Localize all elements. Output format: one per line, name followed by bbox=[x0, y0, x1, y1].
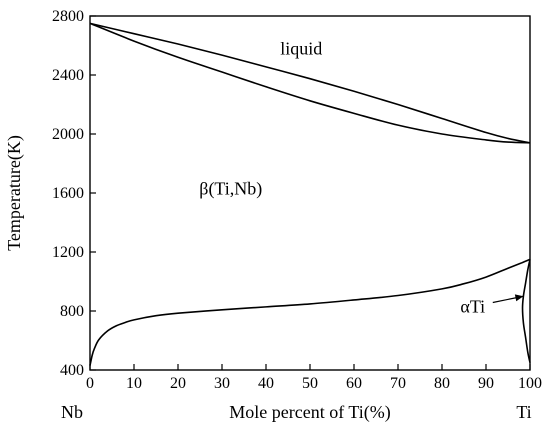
plot-frame bbox=[89, 15, 531, 371]
x-tick-label-70: 70 bbox=[390, 375, 406, 392]
x-tick-label-20: 20 bbox=[170, 375, 186, 392]
y-tick-label-2400: 2400 bbox=[52, 67, 84, 84]
x-end-label-left: Nb bbox=[61, 402, 83, 422]
x-tick-label-50: 50 bbox=[302, 375, 318, 392]
region-label-1: liquid bbox=[280, 38, 322, 58]
y-tick-label-2000: 2000 bbox=[52, 126, 84, 143]
phase-boundary-3 bbox=[89, 258, 531, 366]
x-tick-label-90: 90 bbox=[478, 375, 494, 392]
x-tick-label-30: 30 bbox=[214, 375, 230, 392]
y-tick-label-1600: 1600 bbox=[52, 185, 84, 202]
x-tick-label-100: 100 bbox=[518, 375, 542, 392]
phase-curves bbox=[89, 22, 531, 366]
x-end-label-right: Ti bbox=[516, 402, 531, 422]
x-tick-label-10: 10 bbox=[126, 375, 142, 392]
y-axis-title: Temperature(K) bbox=[4, 135, 25, 251]
y-tick-label-1200: 1200 bbox=[52, 244, 84, 261]
x-tick-label-80: 80 bbox=[434, 375, 450, 392]
phase-boundary-1 bbox=[89, 22, 531, 144]
x-axis-ticks: 0 10 20 30 40 50 60 70 80 90 100 bbox=[86, 364, 542, 392]
phase-boundary-2 bbox=[89, 22, 531, 144]
y-tick-label-2800: 2800 bbox=[52, 8, 84, 25]
x-tick-label-40: 40 bbox=[258, 375, 274, 392]
region-label-2: β(Ti,Nb) bbox=[199, 178, 262, 199]
annotations: liquid β(Ti,Nb) αTi bbox=[199, 38, 524, 316]
x-axis-title: Mole percent of Ti(%) bbox=[229, 402, 390, 423]
x-tick-label-0: 0 bbox=[86, 375, 94, 392]
x-tick-label-60: 60 bbox=[346, 375, 362, 392]
region-label-3: αTi bbox=[460, 296, 485, 316]
y-tick-label-800: 800 bbox=[60, 303, 84, 320]
y-tick-label-400: 400 bbox=[60, 362, 84, 379]
phase-boundary-4 bbox=[521, 259, 531, 363]
y-axis-ticks: 400 800 1200 1600 2000 2400 2800 bbox=[52, 8, 96, 379]
annotation-arrow-head bbox=[514, 294, 524, 302]
